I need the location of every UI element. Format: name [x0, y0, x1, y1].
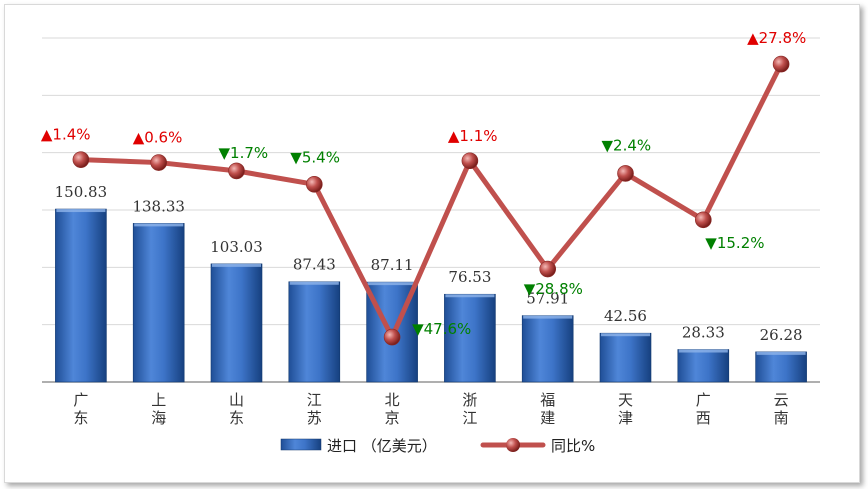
yoy-value-label: ▲0.6% [133, 129, 183, 147]
bar-1 [132, 223, 185, 383]
yoy-marker-2 [228, 162, 245, 180]
yoy-value-label: ▼2.4% [602, 136, 652, 154]
category-label-6: 福建 [540, 391, 555, 427]
yoy-marker-8 [694, 211, 712, 229]
category-label-5: 浙江 [462, 391, 477, 427]
legend: 进口 （亿美元） 同比% [280, 437, 595, 455]
bar-series [55, 208, 807, 383]
bar-7 [599, 332, 652, 383]
bar-9 [755, 351, 807, 383]
bar-value-label: 87.43 [293, 256, 336, 274]
bar-highlight-0 [56, 209, 106, 213]
yoy-marker-6 [539, 260, 557, 278]
bar-highlight-6 [523, 315, 573, 319]
legend-swatch-marker [506, 438, 520, 452]
legend-swatch-bar [280, 438, 322, 451]
category-label-1: 上海 [151, 391, 166, 427]
yoy-marker-1 [150, 154, 167, 171]
yoy-value-label: ▼1.7% [219, 144, 269, 162]
yoy-value-label: ▲1.4% [41, 126, 91, 144]
yoy-value-label: ▼47.6% [412, 320, 471, 338]
yoy-marker-0 [72, 151, 90, 168]
bar-value-label: 28.33 [682, 324, 725, 342]
yoy-value-label: ▼5.4% [290, 148, 340, 166]
yoy-value-label: ▲27.8% [747, 29, 806, 47]
yoy-marker-3 [305, 175, 323, 193]
bar-5 [444, 293, 496, 383]
category-axis: 广东 上海 山东 江苏 北京 浙江 福建 天津 广西 云南 [73, 391, 788, 427]
yoy-line [78, 61, 784, 340]
bar-6 [521, 315, 574, 383]
bar-8 [677, 349, 730, 383]
bar-highlight-7 [601, 333, 650, 337]
bar-0 [55, 208, 107, 383]
bar-highlight-2 [212, 263, 261, 267]
bar-highlight-9 [756, 351, 806, 355]
category-label-3: 江苏 [307, 391, 322, 427]
bar-3 [288, 281, 341, 383]
bar-highlight-3 [289, 281, 339, 285]
category-label-4: 北京 [385, 391, 400, 427]
bar-2 [210, 263, 263, 383]
category-label-8: 广西 [696, 391, 711, 427]
yoy-marker-9 [772, 55, 790, 73]
legend-label-import: 进口 （亿美元） [327, 437, 437, 455]
yoy-marker-4 [383, 328, 401, 346]
line-series [72, 55, 790, 346]
bar-value-label: 42.56 [604, 307, 647, 325]
yoy-value-label: ▼15.2% [705, 234, 764, 252]
yoy-marker-7 [617, 165, 634, 182]
legend-label-yoy: 同比% [551, 437, 595, 455]
bar-highlight-8 [678, 349, 728, 353]
bar-value-label: 57.91 [526, 290, 569, 308]
bar-highlight-5 [445, 294, 495, 298]
yoy-marker-5 [461, 152, 479, 170]
data-labels: 150.83 138.33 103.03 87.43 87.11 76.53 57.91 42… [41, 29, 806, 344]
yoy-value-label: ▼28.8% [524, 280, 583, 298]
bar-value-label: 103.03 [210, 238, 263, 256]
bar-value-label: 26.28 [760, 326, 803, 344]
category-label-7: 天津 [618, 391, 633, 427]
yoy-value-label: ▲1.1% [448, 127, 498, 145]
category-label-2: 山东 [229, 391, 244, 427]
bar-highlight-4 [367, 282, 417, 286]
bar-value-label: 76.53 [448, 268, 491, 286]
bar-value-label: 138.33 [132, 197, 185, 215]
bar-value-label: 150.83 [55, 183, 108, 201]
bar-highlight-1 [134, 223, 184, 227]
category-label-0: 广东 [73, 391, 88, 427]
category-label-9: 云南 [774, 391, 789, 427]
bar-value-label: 87.11 [371, 256, 414, 274]
